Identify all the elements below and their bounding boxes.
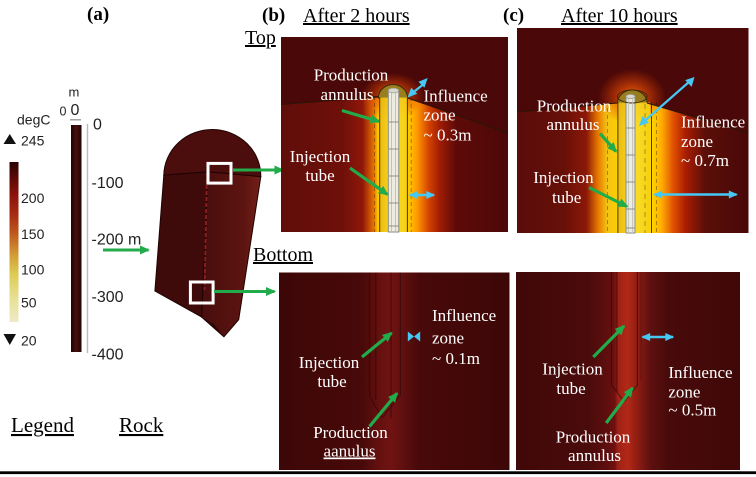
svg-text:zone: zone	[681, 132, 713, 151]
svg-text:zone: zone	[424, 106, 456, 125]
svg-text:tube: tube	[305, 166, 334, 185]
svg-text:(a): (a)	[87, 4, 109, 25]
svg-text:0: 0	[60, 105, 67, 119]
svg-text:20: 20	[21, 333, 37, 349]
svg-text:After 2 hours: After 2 hours	[303, 5, 410, 27]
svg-text:(c): (c)	[503, 5, 524, 26]
svg-text:Production: Production	[313, 423, 388, 442]
svg-text:annulus: annulus	[321, 85, 374, 104]
svg-text:0: 0	[93, 117, 102, 134]
svg-text:0: 0	[71, 102, 80, 119]
svg-text:Legend: Legend	[11, 413, 74, 437]
svg-text:annulus: annulus	[547, 115, 600, 134]
svg-text:~ 0.7m: ~ 0.7m	[681, 151, 729, 170]
svg-text:Injection: Injection	[533, 168, 594, 187]
svg-text:Influence: Influence	[681, 113, 745, 132]
svg-text:200: 200	[21, 190, 45, 206]
svg-text:zone: zone	[668, 382, 700, 401]
svg-text:tube: tube	[317, 372, 346, 391]
svg-text:annulus: annulus	[568, 446, 621, 465]
svg-text:m: m	[69, 85, 80, 100]
svg-text:Production: Production	[556, 428, 631, 447]
svg-text:degC: degC	[17, 112, 50, 128]
svg-text:Influence: Influence	[668, 363, 732, 382]
svg-text:-300: -300	[92, 289, 124, 306]
svg-text:150: 150	[21, 226, 45, 242]
svg-text:After 10 hours: After 10 hours	[561, 5, 678, 27]
svg-text:tube: tube	[556, 379, 585, 398]
svg-text:aanulus: aanulus	[324, 442, 376, 461]
svg-text:Bottom: Bottom	[253, 244, 313, 266]
svg-text:Injection: Injection	[299, 353, 360, 372]
svg-text:~ 0.5m: ~ 0.5m	[668, 401, 716, 420]
svg-text:-200 m: -200 m	[92, 232, 142, 249]
svg-text:245: 245	[21, 133, 45, 149]
svg-text:zone: zone	[432, 329, 464, 348]
svg-text:100: 100	[21, 262, 45, 278]
svg-text:50: 50	[21, 295, 37, 311]
svg-text:-400: -400	[92, 347, 124, 364]
svg-text:~ 0.3m: ~ 0.3m	[424, 126, 472, 145]
svg-text:Top: Top	[245, 27, 276, 49]
svg-text:Influence: Influence	[432, 306, 496, 325]
svg-text:Injection: Injection	[290, 147, 351, 166]
svg-text:Influence: Influence	[424, 87, 488, 106]
svg-text:Production: Production	[314, 66, 389, 85]
svg-text:Injection: Injection	[542, 360, 603, 379]
svg-text:(b): (b)	[262, 5, 285, 26]
svg-text:tube: tube	[552, 188, 581, 207]
svg-text:~ 0.1m: ~ 0.1m	[432, 349, 480, 368]
svg-text:-100: -100	[92, 175, 124, 192]
svg-text:Rock: Rock	[119, 413, 164, 437]
svg-text:Production: Production	[537, 97, 612, 116]
